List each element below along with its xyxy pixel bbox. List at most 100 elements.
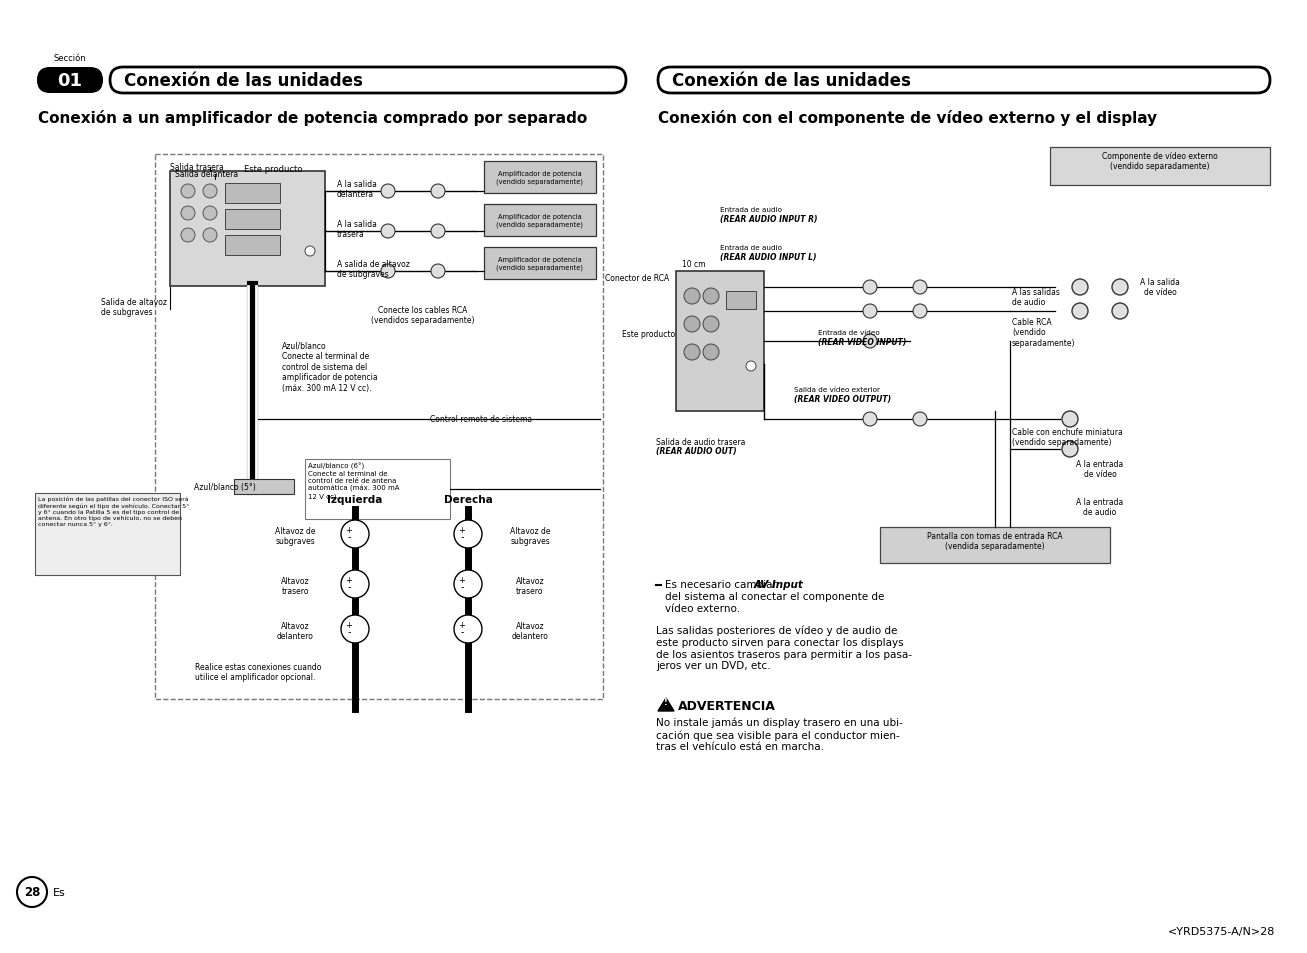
Circle shape <box>431 265 444 278</box>
Text: Altavoz
delantero: Altavoz delantero <box>277 621 314 640</box>
Text: Cable RCA
(vendido
separadamente): Cable RCA (vendido separadamente) <box>1012 317 1076 348</box>
Text: -: - <box>460 581 464 592</box>
Text: !: ! <box>664 698 668 707</box>
Text: +: + <box>459 526 465 535</box>
Bar <box>225 210 280 230</box>
Circle shape <box>703 289 719 305</box>
Text: Componente de vídeo externo
(vendido separadamente): Componente de vídeo externo (vendido sep… <box>1102 152 1218 172</box>
Circle shape <box>684 289 701 305</box>
Text: Altavoz
delantero: Altavoz delantero <box>511 621 549 640</box>
Circle shape <box>431 185 444 199</box>
Text: vídeo externo.: vídeo externo. <box>665 603 740 614</box>
Bar <box>225 184 280 204</box>
Circle shape <box>431 225 444 239</box>
Circle shape <box>1112 280 1128 295</box>
Bar <box>305 459 450 519</box>
Text: Este producto: Este producto <box>244 165 302 173</box>
Text: Este producto: Este producto <box>622 330 676 338</box>
Circle shape <box>1072 304 1087 319</box>
Circle shape <box>17 877 47 907</box>
Text: Salida de altavoz
de subgraves: Salida de altavoz de subgraves <box>101 297 167 317</box>
Circle shape <box>382 265 395 278</box>
Circle shape <box>341 520 369 548</box>
Circle shape <box>684 316 701 333</box>
Text: Izquierda: Izquierda <box>327 495 383 504</box>
Circle shape <box>914 305 927 318</box>
Text: (REAR VIDEO INPUT): (REAR VIDEO INPUT) <box>818 337 906 347</box>
Text: +: + <box>345 576 353 585</box>
Text: Amplificador de potencia
(vendido separadamente): Amplificador de potencia (vendido separa… <box>497 257 583 271</box>
Circle shape <box>203 229 217 243</box>
Circle shape <box>203 185 217 199</box>
Text: Conexión con el componente de vídeo externo y el display: Conexión con el componente de vídeo exte… <box>657 110 1157 126</box>
Circle shape <box>914 413 927 427</box>
Text: -: - <box>460 626 464 637</box>
Circle shape <box>382 185 395 199</box>
Circle shape <box>454 571 482 598</box>
Circle shape <box>863 305 877 318</box>
Text: Control remoto de sistema: Control remoto de sistema <box>430 415 532 423</box>
Text: Entrada de vídeo: Entrada de vídeo <box>818 330 880 335</box>
Text: del sistema al conectar el componente de: del sistema al conectar el componente de <box>665 592 885 601</box>
Polygon shape <box>657 699 674 711</box>
Text: 28: 28 <box>24 885 41 899</box>
Text: Salida de vídeo exterior: Salida de vídeo exterior <box>793 387 880 393</box>
Text: Azul/blanco (6°)
Conecte al terminal de
control de relé de antena
automática (má: Azul/blanco (6°) Conecte al terminal de … <box>308 462 400 499</box>
Circle shape <box>1063 441 1078 457</box>
Text: Salida trasera: Salida trasera <box>170 163 223 172</box>
Circle shape <box>746 361 755 372</box>
Text: 01: 01 <box>58 71 82 90</box>
Circle shape <box>203 207 217 221</box>
Circle shape <box>341 571 369 598</box>
Text: Entrada de audio: Entrada de audio <box>720 245 782 251</box>
Text: Amplificador de potencia
(vendido separadamente): Amplificador de potencia (vendido separa… <box>497 172 583 185</box>
Circle shape <box>454 616 482 643</box>
Text: Conexión de las unidades: Conexión de las unidades <box>672 71 911 90</box>
Circle shape <box>684 345 701 360</box>
Text: +: + <box>459 620 465 630</box>
Bar <box>170 172 325 287</box>
Circle shape <box>382 225 395 239</box>
Text: +: + <box>459 576 465 585</box>
Text: No instale jamás un display trasero en una ubi-
cación que sea visible para el c: No instale jamás un display trasero en u… <box>656 718 903 752</box>
Circle shape <box>1112 304 1128 319</box>
Text: (REAR AUDIO INPUT L): (REAR AUDIO INPUT L) <box>720 253 817 262</box>
Text: A la salida
de vídeo: A la salida de vídeo <box>1140 277 1180 297</box>
Circle shape <box>863 281 877 294</box>
Text: (REAR VIDEO OUTPUT): (REAR VIDEO OUTPUT) <box>793 395 891 403</box>
Text: <YRD5375-A/N>28: <YRD5375-A/N>28 <box>1167 926 1276 936</box>
Text: Las salidas posteriores de vídeo y de audio de
este producto sirven para conecta: Las salidas posteriores de vídeo y de au… <box>656 625 912 671</box>
Circle shape <box>703 316 719 333</box>
Bar <box>1050 148 1270 186</box>
Bar <box>335 158 600 368</box>
Text: Salida delantera: Salida delantera <box>175 170 238 179</box>
Circle shape <box>341 616 369 643</box>
Text: Conexión a un amplificador de potencia comprado por separado: Conexión a un amplificador de potencia c… <box>38 110 587 126</box>
Text: Es: Es <box>54 887 65 897</box>
Text: A salida de altavoz
de subgraves: A salida de altavoz de subgraves <box>337 260 410 279</box>
FancyBboxPatch shape <box>657 68 1270 94</box>
Text: Conector de RCA: Conector de RCA <box>605 274 669 283</box>
Text: Sección: Sección <box>54 54 86 63</box>
Text: Altavoz
trasero: Altavoz trasero <box>516 577 544 596</box>
Text: Salida de audio trasera: Salida de audio trasera <box>656 437 745 447</box>
Text: Conecte los cables RCA
(vendidos separadamente): Conecte los cables RCA (vendidos separad… <box>371 306 474 325</box>
Text: 10 cm: 10 cm <box>682 260 706 269</box>
Bar <box>484 248 596 280</box>
Text: +: + <box>345 620 353 630</box>
Circle shape <box>914 281 927 294</box>
Text: AV Input: AV Input <box>753 579 802 589</box>
Circle shape <box>703 345 719 360</box>
Circle shape <box>180 207 195 221</box>
Text: Es necesario cambiar: Es necesario cambiar <box>665 579 780 589</box>
Text: Azul/blanco (5°): Azul/blanco (5°) <box>193 482 256 492</box>
Text: Azul/blanco
Conecte al terminal de
control de sistema del
amplificador de potenc: Azul/blanco Conecte al terminal de contr… <box>282 341 378 393</box>
Text: ADVERTENCIA: ADVERTENCIA <box>678 700 776 712</box>
Text: Realice estas conexiones cuando
utilice el amplificador opcional.: Realice estas conexiones cuando utilice … <box>195 662 322 681</box>
Circle shape <box>1063 412 1078 428</box>
Bar <box>725 292 755 310</box>
Circle shape <box>863 335 877 349</box>
Text: Altavoz de
subgraves: Altavoz de subgraves <box>510 526 550 546</box>
Text: Derecha: Derecha <box>443 495 493 504</box>
FancyBboxPatch shape <box>110 68 626 94</box>
